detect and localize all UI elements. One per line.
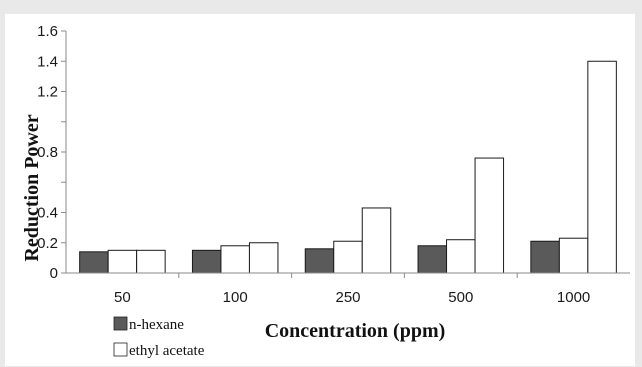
- x-ticks-group: 50 100 250 500 1000: [114, 273, 590, 306]
- legend-label-ethyl-acetate: ethyl acetate: [129, 343, 205, 359]
- x-tick-label: 100: [223, 289, 248, 306]
- x-tick-label: 250: [335, 289, 360, 306]
- bar-series-0-50: [79, 251, 109, 274]
- y-tick-label: 1.4: [37, 53, 58, 70]
- x-tick-label: 1000: [557, 289, 590, 306]
- bar-series-0-250: [304, 248, 335, 274]
- legend: n-hexane ethyl acetate: [113, 316, 205, 359]
- y-tick-label: 0.2: [37, 235, 58, 252]
- bar-series-2-250: [361, 207, 392, 274]
- y-tick-label: 0: [50, 265, 58, 282]
- bar-series-1-500: [446, 239, 476, 274]
- y-tick-label: 1.2: [37, 84, 58, 101]
- bar-series-1-250: [333, 240, 363, 274]
- legend-swatch-ethyl-acetate: [113, 342, 128, 357]
- chart-frame: 0 0.2 0.4 0.8 1.2 1.4 1.6 50 100 250 500 1000 Redu…: [5, 14, 635, 366]
- x-tick-label: 500: [448, 289, 473, 306]
- bar-series-2-50: [136, 249, 166, 274]
- y-tick-label: 1.6: [37, 23, 58, 40]
- bar-chart: 0 0.2 0.4 0.8 1.2 1.4 1.6 50 100 250 500 1000 Redu…: [21, 23, 630, 359]
- bar-series-2-100: [248, 242, 279, 274]
- bars-group: [79, 60, 617, 274]
- bar-series-2-500: [474, 157, 505, 274]
- bar-series-1-50: [107, 249, 138, 274]
- legend-label-n-hexane: n-hexane: [129, 317, 184, 333]
- x-tick-label: 50: [114, 289, 131, 306]
- x-axis-title: Concentration (ppm): [265, 320, 446, 342]
- bar-series-1-100: [220, 245, 250, 274]
- bar-series-2-1000: [587, 60, 617, 274]
- bar-series-0-100: [191, 249, 222, 274]
- y-tick-label: 0.8: [37, 144, 58, 161]
- y-axis-title: Reduction Power: [21, 114, 43, 261]
- y-ticks-group: 0 0.2 0.4 0.8 1.2 1.4 1.6: [37, 23, 66, 282]
- bar-series-1-1000: [558, 237, 589, 274]
- bar-series-0-500: [417, 245, 448, 274]
- bar-series-0-1000: [530, 240, 560, 274]
- y-tick-label: 0.4: [37, 205, 58, 222]
- legend-swatch-n-hexane: [113, 316, 128, 331]
